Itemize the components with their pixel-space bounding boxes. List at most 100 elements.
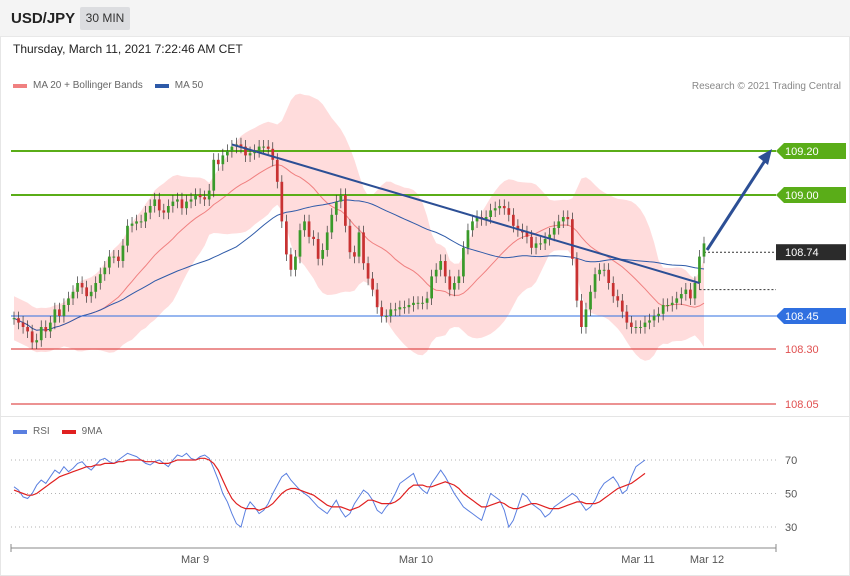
candle-body: [648, 320, 651, 323]
timeframe-badge[interactable]: 30 MIN: [80, 7, 130, 30]
candle-body: [616, 296, 620, 301]
candle-body: [130, 223, 134, 226]
level-tag-109.20: [776, 143, 846, 159]
candle-body: [689, 289, 692, 299]
candle-body: [693, 283, 697, 299]
candle-body: [534, 243, 538, 248]
candle-body: [166, 206, 170, 213]
candle-body: [639, 327, 642, 328]
candle-body: [221, 155, 225, 165]
candle-body: [285, 221, 288, 255]
candle-body: [207, 190, 211, 200]
ma20-swatch-icon: [13, 83, 27, 88]
candle-body: [139, 221, 143, 223]
candle-body: [384, 316, 388, 317]
rsi-ma-line: [13, 457, 646, 511]
candle-body: [157, 199, 161, 211]
candle-body: [312, 236, 315, 239]
legend-rsi: RSI: [13, 426, 50, 437]
candle-body: [634, 327, 638, 328]
candle-body: [530, 236, 533, 248]
candle-body: [366, 263, 370, 279]
candle-body: [675, 298, 679, 303]
candle-body: [516, 225, 520, 231]
candle-body: [403, 307, 406, 309]
candle-body: [330, 214, 334, 233]
candle-body: [89, 291, 93, 297]
rsi-tick-label: 50: [785, 489, 797, 501]
candle-body: [307, 221, 311, 237]
candle-body: [135, 221, 138, 224]
candle-body: [303, 221, 306, 231]
level-tag-108.45: [776, 308, 846, 324]
candle-body: [80, 283, 84, 288]
candle-body: [176, 199, 179, 202]
legend-ma50-label: MA 50: [174, 80, 204, 91]
candle-body: [180, 199, 184, 209]
candle-body: [393, 309, 397, 311]
candle-body: [602, 269, 606, 271]
forecast-arrow-head-icon: [758, 149, 772, 165]
pane-divider: [0, 416, 850, 417]
candle-body: [76, 283, 79, 292]
candle-body: [475, 217, 479, 222]
candle-body: [434, 269, 438, 277]
candle-body: [39, 327, 43, 341]
candle-body: [21, 322, 25, 327]
x-tick-label: Mar 10: [399, 554, 433, 566]
currency-pair-title: USD/JPY: [11, 10, 76, 27]
candle-body: [117, 256, 120, 261]
current-price-box: [776, 244, 846, 261]
candle-body: [189, 199, 193, 202]
rsi-legend: RSI 9MA: [13, 426, 114, 437]
candle-body: [489, 210, 493, 217]
candle-body: [507, 208, 511, 215]
candle-body: [30, 331, 34, 343]
candle-body: [203, 197, 207, 200]
candle-body: [35, 340, 39, 343]
candle-body: [561, 217, 565, 222]
candle-body: [652, 316, 656, 321]
candle-body: [212, 159, 216, 191]
candle-body: [58, 309, 61, 316]
candle-body: [620, 300, 624, 312]
ma50-line: [13, 199, 705, 331]
candle-body: [666, 305, 670, 306]
chart-datetime: Thursday, March 11, 2021 7:22:46 AM CET: [13, 42, 243, 56]
candle-body: [584, 309, 588, 327]
candle-body: [162, 210, 166, 213]
candle-body: [126, 225, 129, 246]
candle-body: [457, 276, 461, 283]
candle-body: [194, 195, 197, 200]
level-label-109.20: 109.20: [785, 146, 819, 158]
candle-body: [380, 307, 384, 316]
candle-body: [598, 269, 601, 275]
candle-body: [275, 159, 279, 182]
price-legend: MA 20 + Bollinger Bands MA 50: [13, 80, 215, 91]
credit-text: Research © 2021 Trading Central: [691, 81, 841, 92]
candle-body: [539, 243, 542, 245]
candle-body: [148, 206, 152, 213]
ma50-swatch-icon: [154, 83, 169, 88]
candle-body: [389, 309, 393, 316]
candle-body: [702, 243, 706, 257]
candle-body: [344, 195, 347, 226]
candle-body: [443, 261, 447, 277]
candle-body: [466, 230, 470, 248]
x-tick-label: Mar 12: [690, 554, 724, 566]
candle-body: [607, 269, 611, 283]
candle-body: [53, 309, 57, 323]
legend-ma9-label: 9MA: [81, 426, 103, 437]
candle-body: [266, 146, 270, 149]
candle-body: [552, 228, 556, 235]
candle-body: [171, 201, 175, 206]
candle-body: [498, 206, 502, 209]
trend-line: [231, 143, 700, 284]
candle-body: [48, 322, 52, 332]
candle-body: [225, 151, 229, 156]
x-tick-label: Mar 11: [621, 554, 654, 566]
level-tag-109.00: [776, 187, 846, 203]
candle-body: [262, 146, 266, 148]
legend-ma20: MA 20 + Bollinger Bands: [13, 80, 143, 91]
